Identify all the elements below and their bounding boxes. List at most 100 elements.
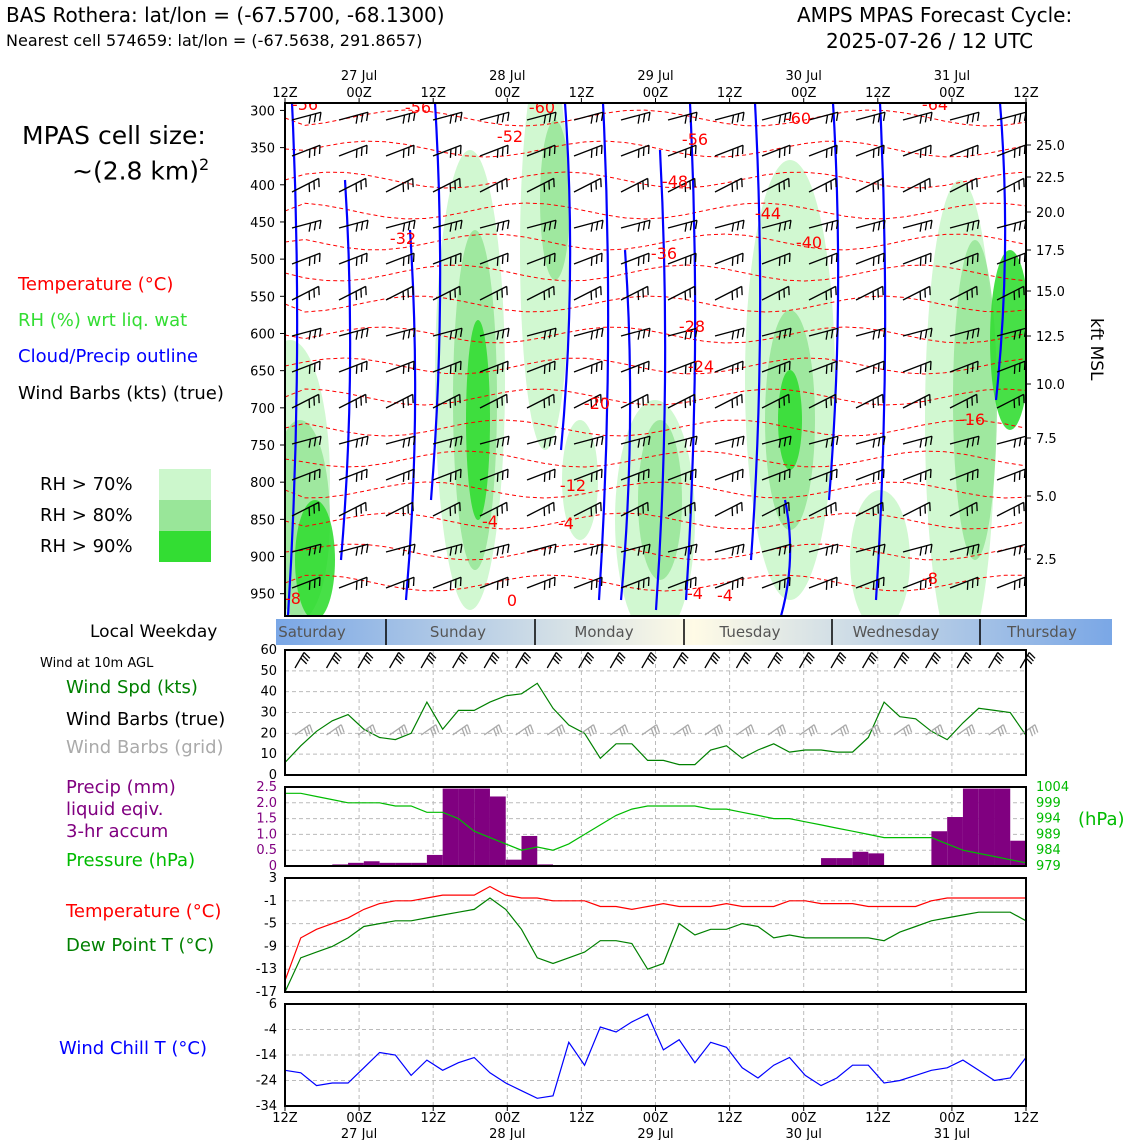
isotherm-line [285, 419, 1026, 437]
barb-feather [924, 221, 928, 231]
barb-feather [835, 328, 839, 337]
barb-feather [783, 437, 787, 447]
kft-tick-label: 17.5 [1036, 244, 1065, 259]
rh-shading [953, 240, 997, 560]
weekday-monday: Monday [574, 623, 633, 641]
kft-tick-label: 5.0 [1036, 490, 1057, 505]
barb-staff [526, 435, 557, 445]
barb-feather [689, 113, 693, 123]
dewpoint-line [284, 897, 1027, 993]
barb-feather [877, 329, 881, 339]
barb-staff [808, 177, 837, 193]
barb-feather [615, 657, 623, 665]
barb-staff [573, 393, 602, 409]
barb-staff [325, 652, 337, 669]
wind-barb [385, 543, 416, 556]
barb-staff [902, 285, 931, 301]
temp-tick-label: -9 [264, 939, 277, 954]
barb-staff [357, 724, 374, 736]
barb-staff [808, 144, 838, 157]
wind10m-label: Wind at 10m AGL [40, 656, 154, 671]
barb-feather [590, 438, 594, 448]
wind-barb [432, 468, 462, 482]
temp-tick-label: -17 [256, 985, 277, 1000]
wind-barb [479, 177, 508, 193]
wind-barb [808, 285, 837, 301]
barb-staff [996, 468, 1026, 481]
barb-feather [741, 328, 745, 337]
barb-staff [432, 435, 463, 445]
barb-feather [997, 651, 1005, 659]
barb-staff [667, 360, 697, 373]
barb-staff [338, 252, 368, 265]
bottom-date-label: 27 Jul [341, 1127, 377, 1140]
barb-feather [778, 546, 782, 556]
wind-barb [479, 219, 510, 232]
cell-size-exponent: 2 [199, 155, 210, 174]
barb-staff [338, 435, 369, 445]
bottom-date-label: 28 Jul [489, 1127, 525, 1140]
barb-feather [966, 438, 970, 448]
barb-feather [825, 222, 829, 232]
temperature-label: -64 [922, 95, 948, 114]
barb-staff [949, 393, 978, 409]
barb-feather [736, 221, 740, 231]
wind-barb [573, 393, 602, 409]
barb-staff [432, 360, 462, 373]
barb-feather [407, 545, 411, 555]
barb-feather [308, 546, 312, 556]
barb-staff [338, 177, 367, 193]
barb-feather [492, 651, 500, 659]
wind-barb [432, 435, 463, 448]
grid-wind-barb [389, 724, 408, 737]
barb-staff [714, 177, 743, 193]
wind-barb [432, 285, 461, 301]
barb-staff [389, 724, 405, 736]
true-wind-barb [798, 651, 815, 669]
barb-staff [291, 219, 322, 229]
true-wind-barb [515, 651, 532, 669]
pressure-tick-label: 1004 [1036, 780, 1069, 795]
barb-feather [313, 113, 317, 123]
wind-barb [902, 219, 933, 232]
wind-barb [479, 435, 510, 448]
barb-staff [902, 435, 933, 445]
wind-barb [996, 501, 1025, 517]
barb-feather [647, 544, 651, 553]
true-wind-barb [641, 651, 658, 669]
precip-bar [379, 862, 396, 866]
barb-staff [767, 724, 784, 736]
wind-barb [385, 219, 416, 232]
wind-barb [667, 111, 698, 124]
wind-barb [714, 285, 743, 301]
barb-feather [590, 222, 594, 232]
barb-feather [585, 654, 593, 662]
barb-staff [432, 144, 462, 157]
wind-barb [902, 576, 932, 590]
wind-barb [761, 576, 791, 590]
barb-staff [620, 501, 649, 517]
barb-feather [396, 654, 404, 662]
barb-feather [788, 436, 792, 445]
barb-feather [454, 113, 458, 123]
wind-barb [902, 468, 932, 482]
barb-feather [553, 220, 557, 229]
wind-barb [667, 393, 696, 409]
grid-wind-barb [609, 724, 629, 737]
barb-staff [385, 285, 414, 301]
barb-staff [526, 177, 555, 193]
barb-feather [600, 220, 604, 229]
wind-barb [620, 393, 649, 409]
barb-feather [637, 438, 641, 448]
barb-staff [432, 576, 462, 589]
barb-staff [620, 219, 651, 229]
bottom-date-label: 30 Jul [786, 1127, 822, 1140]
barb-staff [432, 252, 462, 265]
wind-barb [526, 111, 557, 124]
wind-barb [761, 219, 792, 232]
barb-staff [862, 724, 878, 736]
barb-staff [432, 285, 461, 301]
barb-staff [761, 252, 791, 265]
wind-barb [902, 144, 932, 158]
barb-feather [600, 112, 604, 121]
